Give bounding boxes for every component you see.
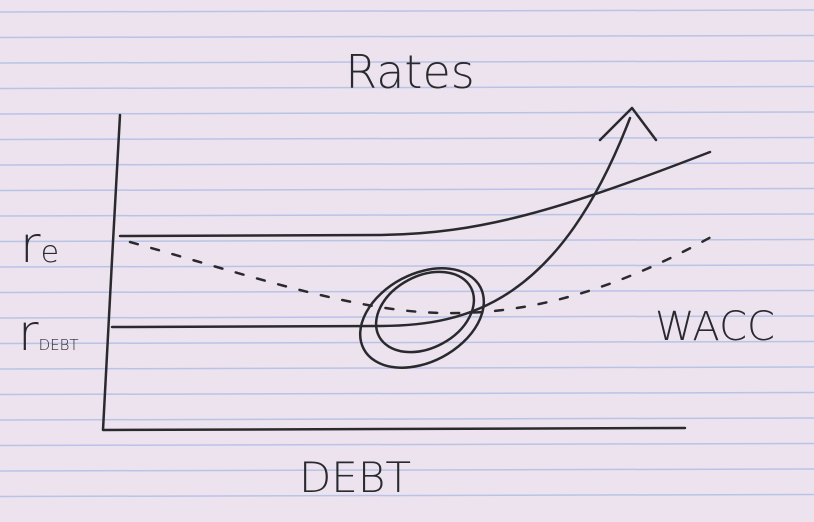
y-label-main: r <box>18 304 39 362</box>
ruled-line <box>0 238 814 243</box>
ruled-line <box>0 213 814 217</box>
ruled-line <box>0 289 814 294</box>
axes <box>101 113 687 432</box>
ruled-line <box>0 493 814 498</box>
y-label: rDEBT <box>18 304 79 362</box>
ruled-line <box>0 391 814 396</box>
ruled-line <box>0 34 814 39</box>
y-label-sub: DEBT <box>39 336 79 354</box>
ruled-line <box>0 264 814 268</box>
rdebt-curve <box>110 116 632 329</box>
arrow-head <box>598 106 658 142</box>
ruled-line <box>0 417 814 421</box>
ruled-line <box>0 187 814 192</box>
re-curve <box>118 150 712 238</box>
y-label-sub: e <box>41 235 59 270</box>
ruled-line <box>0 9 814 13</box>
y-label-main: r <box>20 216 41 274</box>
ruled-line <box>0 85 814 90</box>
ruled-line <box>0 60 814 64</box>
ruled-line <box>0 315 814 319</box>
x-axis-label: DEBT <box>299 453 411 502</box>
highlight-circle <box>374 270 476 354</box>
ruled-line <box>0 111 814 115</box>
ruled-line <box>0 136 814 141</box>
ruled-line <box>0 340 814 345</box>
title: Rates <box>345 45 474 99</box>
curve-label: WACC <box>655 304 775 350</box>
highlight-circle <box>358 267 486 369</box>
ruled-line <box>0 442 814 447</box>
ruled-line <box>0 468 814 472</box>
y-label: re <box>20 216 59 274</box>
